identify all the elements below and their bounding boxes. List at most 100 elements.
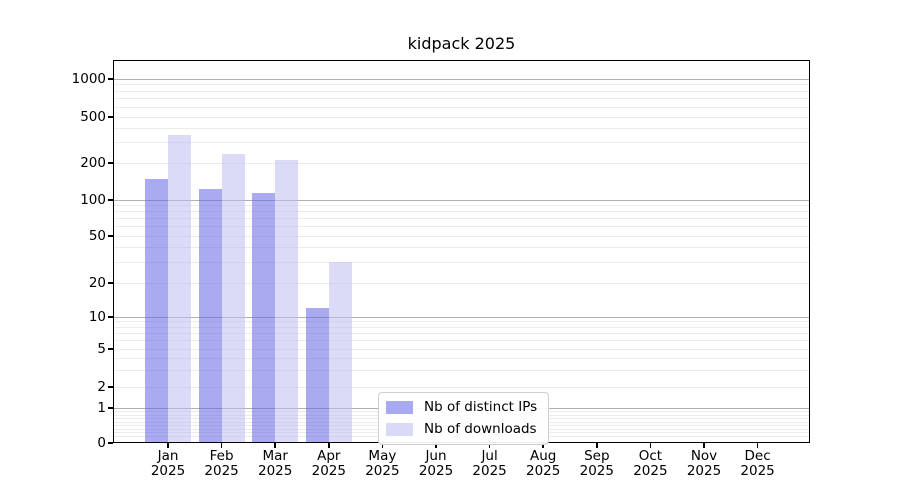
y-tick xyxy=(108,116,113,118)
y-tick-label: 500 xyxy=(80,109,106,125)
x-tick xyxy=(435,443,437,448)
x-tick-label: Jan 2025 xyxy=(138,449,198,479)
y-tick xyxy=(108,348,113,350)
x-tick-month: Sep xyxy=(584,448,610,464)
x-tick-month: Jan xyxy=(157,448,179,464)
gridline-minor xyxy=(113,106,810,108)
x-tick-year: 2025 xyxy=(740,463,775,479)
x-tick-month: Dec xyxy=(744,448,771,464)
x-tick-label: Oct 2025 xyxy=(620,449,680,479)
gridline-minor xyxy=(113,226,810,228)
y-tick xyxy=(108,442,113,444)
x-tick-year: 2025 xyxy=(365,463,400,479)
gridline-minor xyxy=(113,282,810,284)
gridline-major xyxy=(113,78,810,80)
gridline-minor xyxy=(113,326,810,328)
x-tick-label: Apr 2025 xyxy=(299,449,359,479)
x-tick-year: 2025 xyxy=(633,463,668,479)
x-tick xyxy=(756,443,759,448)
x-tick-month: Mar xyxy=(262,448,288,464)
x-tick-year: 2025 xyxy=(472,463,507,479)
x-tick xyxy=(596,443,598,448)
x-tick xyxy=(488,443,491,448)
y-tick-label: 0 xyxy=(97,435,106,451)
x-tick-month: Apr xyxy=(317,448,341,464)
gridline-minor xyxy=(113,211,810,213)
x-tick-year: 2025 xyxy=(526,463,561,479)
x-tick-year: 2025 xyxy=(258,463,293,479)
gridline-minor xyxy=(113,204,810,206)
x-tick-label: Jul 2025 xyxy=(460,449,520,479)
gridline-minor xyxy=(113,340,810,342)
x-tick xyxy=(220,443,223,448)
plot-area xyxy=(113,60,810,443)
gridline-minor xyxy=(113,332,810,334)
x-tick xyxy=(542,443,544,448)
x-tick-label: Feb 2025 xyxy=(192,449,252,479)
y-tick xyxy=(108,407,113,409)
x-tick-label: Aug 2025 xyxy=(513,449,573,479)
gridline-minor xyxy=(113,142,810,144)
gridline-minor xyxy=(113,261,810,263)
x-tick xyxy=(649,443,652,448)
x-tick-year: 2025 xyxy=(150,463,186,479)
x-tick-month: May xyxy=(368,448,397,464)
x-tick-label: Sep 2025 xyxy=(567,449,627,479)
x-tick-year: 2025 xyxy=(311,463,346,479)
gridline-minor xyxy=(113,90,810,92)
x-tick xyxy=(167,443,169,448)
x-tick-month: Jul xyxy=(481,448,498,464)
x-tick-month: Oct xyxy=(638,448,663,464)
y-tick xyxy=(108,282,113,284)
x-tick-year: 2025 xyxy=(579,463,614,479)
legend-label-distinct-ips: Nb of distinct IPs xyxy=(424,399,538,415)
gridline-major xyxy=(113,199,810,201)
gridline-minor xyxy=(113,235,810,237)
gridline-minor xyxy=(113,357,810,359)
legend-label-downloads: Nb of downloads xyxy=(424,421,537,437)
y-tick xyxy=(108,316,113,318)
y-tick xyxy=(108,78,113,80)
gridline-minor xyxy=(113,369,810,371)
x-tick-month: Feb xyxy=(209,448,234,464)
gridline-minor xyxy=(113,84,810,86)
legend-swatch-downloads xyxy=(386,422,413,436)
bar-downloads xyxy=(168,135,191,443)
y-tick-label: 10 xyxy=(88,309,106,325)
legend-item-downloads: Nb of downloads xyxy=(386,421,537,437)
x-tick xyxy=(274,443,276,448)
gridline-minor xyxy=(113,98,810,100)
gridline-minor xyxy=(113,348,810,350)
y-tick xyxy=(108,162,113,164)
x-tick-label: May 2025 xyxy=(352,449,412,479)
gridline-minor xyxy=(113,162,810,164)
x-tick-label: Mar 2025 xyxy=(245,449,305,479)
y-tick-label: 200 xyxy=(80,155,106,171)
x-tick-label: Jun 2025 xyxy=(406,449,466,479)
x-tick-year: 2025 xyxy=(686,463,722,479)
gridline-minor xyxy=(113,116,810,118)
bar-downloads xyxy=(328,262,352,443)
y-tick-label: 50 xyxy=(88,228,106,244)
bar-downloads xyxy=(221,153,245,443)
bar-distinct-ips xyxy=(145,179,168,443)
bar-distinct-ips xyxy=(198,188,222,443)
legend-item-distinct-ips: Nb of distinct IPs xyxy=(386,399,537,415)
bar-distinct-ips xyxy=(252,193,276,443)
y-tick xyxy=(108,235,113,237)
y-tick-label: 1000 xyxy=(71,71,106,87)
bar-downloads xyxy=(275,160,299,443)
gridline-major xyxy=(113,316,810,318)
y-tick-label: 100 xyxy=(80,192,106,208)
gridline-minor xyxy=(113,127,810,129)
x-tick-year: 2025 xyxy=(418,463,454,479)
gridline-minor xyxy=(113,246,810,248)
x-tick xyxy=(328,443,330,448)
y-tick-label: 2 xyxy=(97,379,106,395)
x-tick-year: 2025 xyxy=(204,463,239,479)
legend-swatch-distinct-ips xyxy=(386,400,413,414)
y-tick-label: 1 xyxy=(97,400,106,416)
y-tick xyxy=(108,386,113,388)
y-tick-label: 5 xyxy=(97,341,106,357)
